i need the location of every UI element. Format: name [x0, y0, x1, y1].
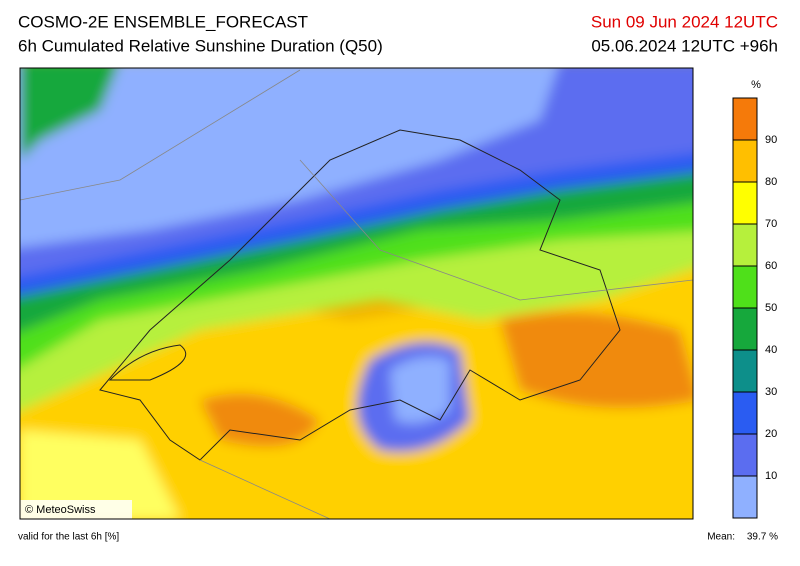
subtitle: 6h Cumulated Relative Sunshine Duration …	[18, 36, 383, 55]
colorbar-tick-label: 10	[765, 470, 777, 482]
colorbar-tick-label: 30	[765, 386, 777, 398]
colorbar-tick-label: 50	[765, 302, 777, 314]
colorbar-tick-label: 80	[765, 176, 777, 188]
colorbar-unit: %	[751, 79, 761, 91]
colorbar-segment	[733, 392, 757, 434]
run-info: 05.06.2024 12UTC +96h	[591, 36, 778, 55]
colorbar-segment	[733, 224, 757, 266]
title: COSMO-2E ENSEMBLE_FORECAST	[18, 12, 308, 31]
colorbar-segment	[733, 266, 757, 308]
colorbar-segment	[733, 98, 757, 140]
colorbar-tick-label: 40	[765, 344, 777, 356]
footer-note: valid for the last 6h [%]	[18, 532, 119, 543]
valid-date: Sun 09 Jun 2024 12UTC	[591, 12, 778, 31]
map-frame	[19, 67, 694, 520]
colorbar-segment	[733, 434, 757, 476]
colorbar-segment	[733, 350, 757, 392]
mean-label: Mean:	[707, 532, 735, 543]
colorbar-tick-label: 70	[765, 218, 777, 230]
colorbar-segment	[733, 476, 757, 518]
copyright: © MeteoSwiss	[25, 504, 96, 516]
mean-value: 39.7 %	[747, 532, 778, 543]
colorbar-frame	[732, 97, 758, 519]
colorbar-segment	[733, 308, 757, 350]
map: © MeteoSwiss	[20, 68, 693, 519]
colorbar-tick-label: 90	[765, 134, 777, 146]
colorbar-tick-label: 60	[765, 260, 777, 272]
colorbar-segment	[733, 140, 757, 182]
colorbar-segment	[733, 182, 757, 224]
colorbar: 10 20 30 40 50 60 70 80 90	[732, 97, 777, 519]
colorbar-tick-label: 20	[765, 428, 777, 440]
